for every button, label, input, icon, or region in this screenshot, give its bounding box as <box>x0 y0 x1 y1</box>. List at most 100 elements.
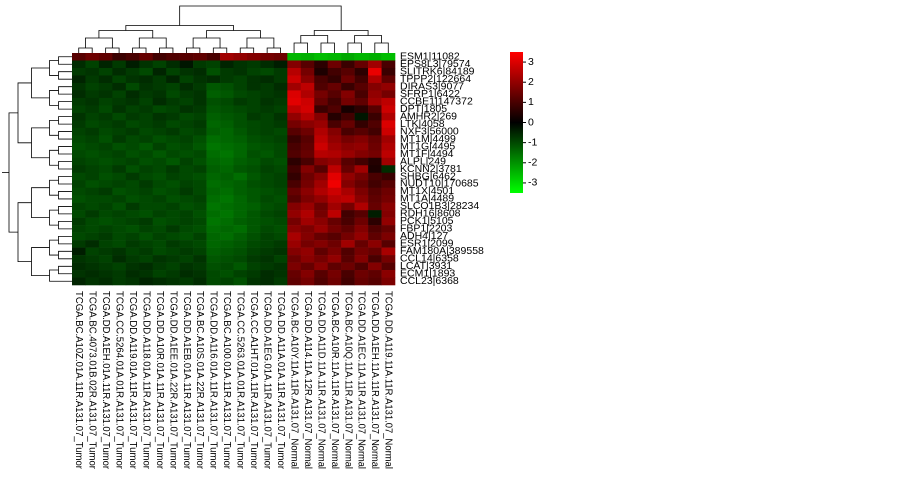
heatmap-cell <box>233 135 248 144</box>
heatmap-cell <box>260 210 275 218</box>
heatmap-cell <box>112 60 127 69</box>
heatmap-cell <box>125 120 140 129</box>
heatmap-cell <box>85 202 100 211</box>
heatmap-cell <box>314 172 329 181</box>
heatmap-cell <box>287 255 302 263</box>
heatmap-cell <box>206 217 221 226</box>
heatmap-cell <box>368 90 382 99</box>
heatmap-cell <box>152 82 167 91</box>
col-label: TCGA.DD.A11A.01A.11R.A131.07_Tumor <box>275 291 286 470</box>
heatmap-cell <box>125 82 140 91</box>
heatmap-cell <box>233 157 248 166</box>
heatmap-cell <box>246 142 261 151</box>
heatmap-cell <box>368 97 382 106</box>
heatmap-cell <box>273 195 288 203</box>
col-label: TCGA.DD.A1EH.11A.11R.A131.07_Normal <box>369 291 380 469</box>
heatmap-cell <box>233 187 248 196</box>
row-label: SFRP1|6422 <box>400 88 460 100</box>
heatmap-cell <box>220 165 234 174</box>
heatmap-cell <box>246 255 261 263</box>
heatmap-cell <box>300 90 315 99</box>
heatmap-cell <box>193 75 207 84</box>
dendrogram-branch <box>49 179 59 196</box>
heatmap-cell <box>72 270 86 278</box>
heatmap-cell <box>327 165 342 174</box>
heatmap-cell <box>85 277 100 286</box>
heatmap-cell <box>193 210 207 218</box>
col-label: TCGA.CC.A1HT.01A.11R.A131.07_Tumor <box>248 291 259 470</box>
row-label: ESM1|11082 <box>400 51 460 63</box>
heatmap-cell <box>152 112 167 121</box>
dendrogram-branch <box>58 220 72 230</box>
heatmap-cell <box>139 97 154 106</box>
heatmap-cell <box>287 180 302 189</box>
heatmap-cell <box>72 180 86 189</box>
heatmap-cell <box>125 67 140 76</box>
dendrogram-branch <box>185 47 201 53</box>
heatmap-cell <box>85 53 100 61</box>
heatmap-cell <box>220 255 234 263</box>
dendrogram-branch <box>246 37 275 48</box>
heatmap-cell <box>179 112 194 121</box>
heatmap-cell <box>260 112 275 121</box>
heatmap-cell <box>206 135 221 144</box>
row-label: TPPP2|122664 <box>400 73 471 85</box>
heatmap-cell <box>273 150 288 159</box>
heatmap-cell <box>206 232 221 241</box>
heatmap-cell <box>246 262 261 271</box>
heatmap-cell <box>246 67 261 76</box>
heatmap-cell <box>341 180 355 189</box>
heatmap-cell <box>206 97 221 106</box>
heatmap-cell <box>327 157 342 166</box>
heatmap-cell <box>166 135 180 144</box>
heatmap-cell <box>233 120 248 129</box>
heatmap-cell <box>85 187 100 196</box>
row-label: MT1F|4494 <box>400 148 454 160</box>
heatmap-cell <box>354 112 369 121</box>
heatmap-cell <box>368 255 382 263</box>
heatmap-cell <box>220 112 234 121</box>
heatmap-cell <box>206 172 221 181</box>
heatmap-cell <box>368 270 382 278</box>
heatmap-cell <box>260 255 275 263</box>
heatmap-cell <box>98 150 113 159</box>
heatmap-cell <box>85 217 100 226</box>
heatmap-cell <box>327 180 342 189</box>
heatmap-cell <box>206 60 221 69</box>
heatmap-cell <box>85 142 100 151</box>
heatmap-cell <box>125 225 140 233</box>
heatmap-cell <box>85 210 100 218</box>
heatmap-cell <box>300 232 315 241</box>
heatmap-cell <box>260 247 275 256</box>
heatmap-cell <box>273 60 288 69</box>
heatmap-cell <box>166 90 180 99</box>
heatmap-cell <box>166 82 180 91</box>
dendrogram-branch <box>31 247 50 277</box>
heatmap-cell <box>125 210 140 218</box>
heatmap-cell <box>179 90 194 99</box>
heatmap-cell <box>166 232 180 241</box>
heatmap-cell <box>273 187 288 196</box>
heatmap-cell <box>287 135 302 144</box>
heatmap-cell <box>179 60 194 69</box>
heatmap-cell <box>260 67 275 76</box>
heatmap-cell <box>381 262 396 271</box>
heatmap-cell <box>246 53 261 61</box>
heatmap-cell <box>381 97 396 106</box>
dendrogram-branch <box>266 47 282 53</box>
heatmap-cell <box>206 240 221 248</box>
heatmap-cell <box>260 150 275 159</box>
heatmap-cell <box>381 90 396 99</box>
heatmap-cell <box>98 210 113 218</box>
heatmap-cell <box>139 180 154 189</box>
heatmap-cell <box>260 97 275 106</box>
heatmap-cell <box>354 202 369 211</box>
heatmap-cell <box>220 202 234 211</box>
heatmap-cell <box>206 67 221 76</box>
heatmap-cell <box>273 97 288 106</box>
heatmap-cell <box>314 225 329 233</box>
heatmap-cell <box>72 135 86 144</box>
heatmap-cell <box>98 172 113 181</box>
heatmap-cell <box>139 127 154 136</box>
heatmap-cell <box>327 60 342 69</box>
